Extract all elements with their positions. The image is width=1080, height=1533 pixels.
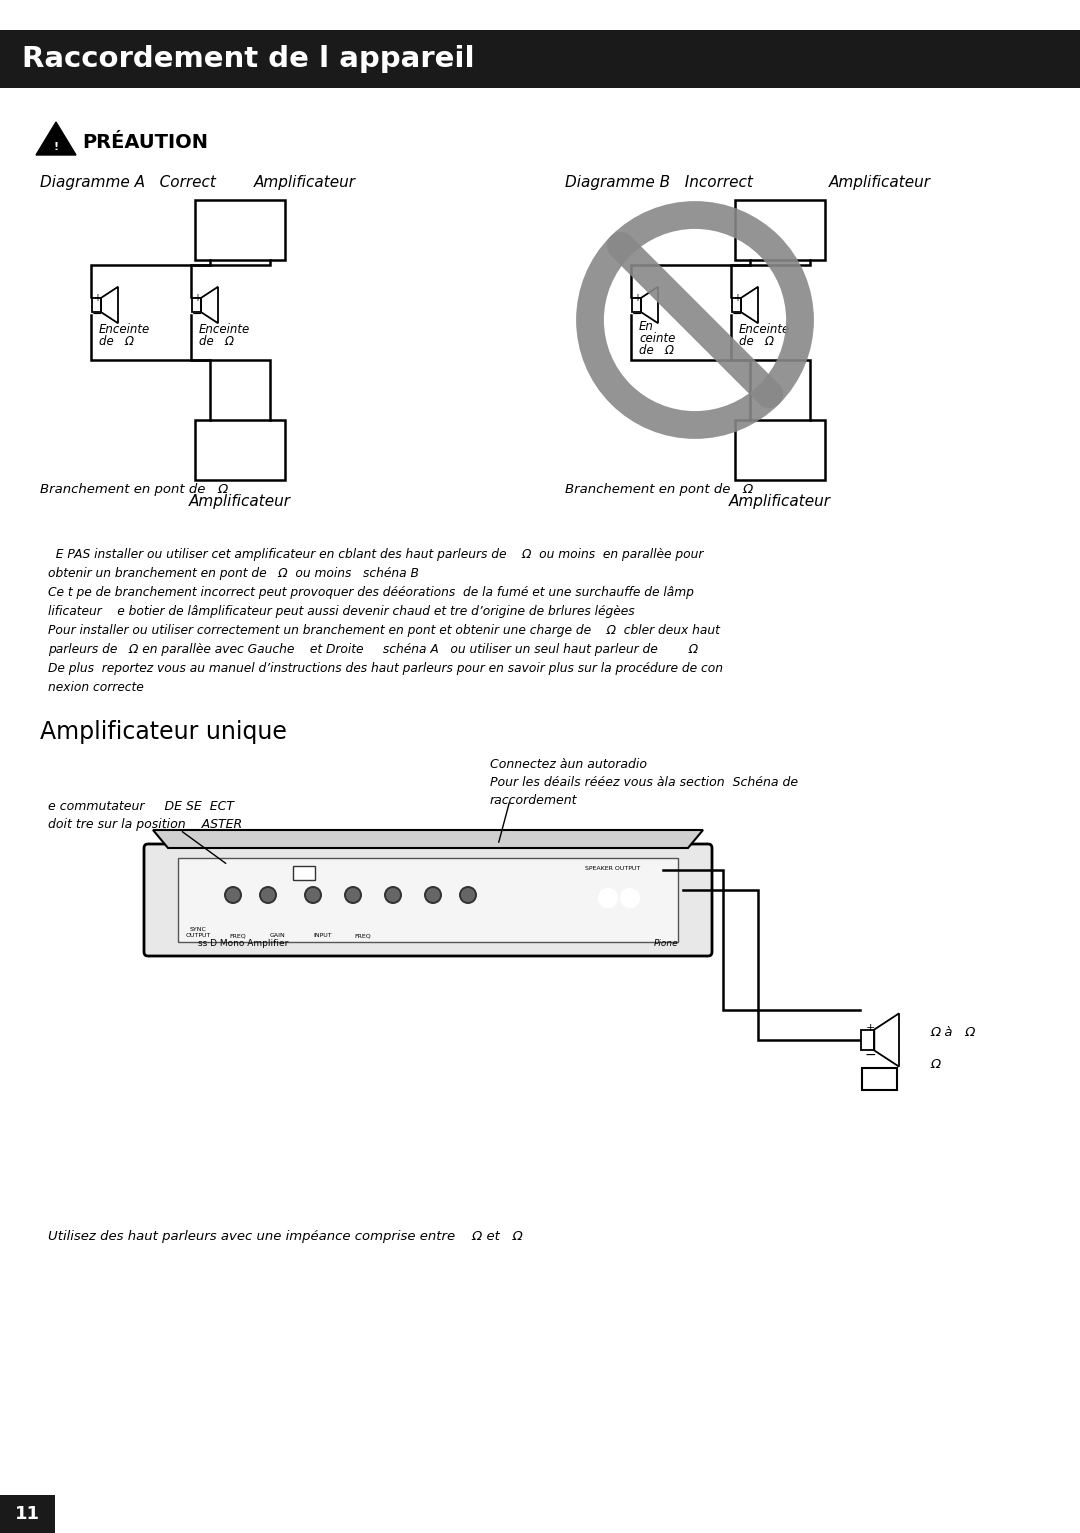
- Text: Pour installer ou utiliser correctement un branchement en pont et obtenir une ch: Pour installer ou utiliser correctement …: [48, 624, 720, 638]
- Circle shape: [259, 886, 276, 904]
- Text: ceinte: ceinte: [639, 333, 675, 345]
- Text: de   Ω: de Ω: [639, 343, 674, 357]
- Text: −: −: [192, 308, 202, 320]
- Circle shape: [303, 886, 322, 904]
- Text: doit tre sur la position    ASTER: doit tre sur la position ASTER: [48, 819, 242, 831]
- Bar: [195, 199, 285, 261]
- Bar: [192, 297, 201, 313]
- Text: !: !: [53, 143, 58, 152]
- Text: Branchement en pont de   Ω: Branchement en pont de Ω: [565, 483, 753, 497]
- Text: Amplificateur: Amplificateur: [829, 175, 931, 190]
- Text: +: +: [633, 293, 642, 304]
- Text: 11: 11: [14, 1505, 40, 1522]
- Polygon shape: [153, 829, 703, 848]
- Text: +: +: [865, 1023, 875, 1033]
- Bar: [862, 1069, 897, 1090]
- Text: −: −: [864, 1049, 876, 1062]
- Bar: [195, 420, 285, 480]
- Text: GAIN: GAIN: [270, 934, 286, 938]
- Text: Ω: Ω: [930, 1058, 940, 1072]
- Circle shape: [461, 888, 475, 901]
- Circle shape: [261, 888, 275, 901]
- Text: Enceinte: Enceinte: [199, 323, 251, 336]
- Text: +: +: [93, 293, 102, 304]
- Circle shape: [345, 886, 362, 904]
- Text: Raccordement de l appareil: Raccordement de l appareil: [22, 44, 474, 74]
- Text: Ω à   Ω: Ω à Ω: [930, 1026, 975, 1038]
- Text: −: −: [632, 308, 643, 320]
- Text: FREQ: FREQ: [230, 934, 246, 938]
- Text: SPEAKER OUTPUT: SPEAKER OUTPUT: [585, 866, 640, 871]
- Text: −: −: [732, 308, 742, 320]
- Text: Enceinte: Enceinte: [739, 323, 791, 336]
- Circle shape: [426, 888, 440, 901]
- FancyBboxPatch shape: [144, 845, 712, 957]
- Polygon shape: [201, 287, 218, 323]
- Text: Pour les déails rééez vous àla section  Schéna de: Pour les déails rééez vous àla section S…: [490, 776, 798, 789]
- Bar: [735, 420, 825, 480]
- Circle shape: [599, 889, 617, 908]
- Bar: [92, 297, 102, 313]
- Bar: [293, 866, 315, 880]
- Text: Diagramme B   Incorrect: Diagramme B Incorrect: [565, 175, 753, 190]
- Text: Utilisez des haut parleurs avec une impéance comprise entre    Ω et   Ω: Utilisez des haut parleurs avec une impé…: [48, 1229, 523, 1243]
- Circle shape: [386, 888, 400, 901]
- Text: Amplificateur: Amplificateur: [729, 494, 831, 509]
- Text: +: +: [193, 293, 201, 304]
- Text: En: En: [639, 320, 653, 333]
- Bar: [0, 31, 1080, 87]
- Text: ss D Mono Amplifier: ss D Mono Amplifier: [198, 940, 288, 947]
- Circle shape: [459, 886, 477, 904]
- Circle shape: [621, 889, 639, 908]
- Text: PRÉAUTION: PRÉAUTION: [82, 132, 208, 152]
- Text: e commutateur     DE SE  ECT: e commutateur DE SE ECT: [48, 800, 234, 812]
- Text: Ce t pe de branchement incorrect peut provoquer des dééorations  de la fumé et u: Ce t pe de branchement incorrect peut pr…: [48, 586, 693, 599]
- Text: parleurs de   Ω en parallèe avec Gauche    et Droite     schéna A   ou utiliser : parleurs de Ω en parallèe avec Gauche et…: [48, 642, 698, 656]
- Bar: [735, 199, 825, 261]
- Circle shape: [226, 888, 240, 901]
- Text: −: −: [92, 308, 103, 320]
- Polygon shape: [875, 1013, 899, 1067]
- Text: SYNC
OUTPUT: SYNC OUTPUT: [186, 927, 211, 938]
- Text: Amplificateur: Amplificateur: [189, 494, 291, 509]
- Text: De plus  reportez vous au manuel d’instructions des haut parleurs pour en savoir: De plus reportez vous au manuel d’instru…: [48, 662, 723, 675]
- Polygon shape: [741, 287, 758, 323]
- Text: Diagramme A   Correct: Diagramme A Correct: [40, 175, 216, 190]
- Circle shape: [384, 886, 402, 904]
- Circle shape: [306, 888, 320, 901]
- Text: INPUT: INPUT: [313, 934, 333, 938]
- Circle shape: [424, 886, 442, 904]
- Polygon shape: [642, 287, 658, 323]
- Text: Connectez àun autoradio: Connectez àun autoradio: [490, 757, 647, 771]
- Text: obtenir un branchement en pont de   Ω  ou moins   schéna B: obtenir un branchement en pont de Ω ou m…: [48, 567, 419, 579]
- Polygon shape: [36, 123, 76, 155]
- Polygon shape: [102, 287, 118, 323]
- Text: E PAS installer ou utiliser cet amplificateur en cblant des haut parleurs de    : E PAS installer ou utiliser cet amplific…: [48, 547, 703, 561]
- Text: nexion correcte: nexion correcte: [48, 681, 144, 694]
- Text: Amplificateur unique: Amplificateur unique: [40, 721, 287, 744]
- Text: de   Ω: de Ω: [99, 336, 134, 348]
- Text: Amplificateur: Amplificateur: [254, 175, 356, 190]
- Circle shape: [346, 888, 360, 901]
- Bar: [0, 1495, 55, 1533]
- Text: Pione: Pione: [653, 940, 678, 947]
- Text: Enceinte: Enceinte: [99, 323, 150, 336]
- Bar: [632, 297, 642, 313]
- Bar: [861, 1030, 875, 1050]
- Text: Branchement en pont de   Ω: Branchement en pont de Ω: [40, 483, 228, 497]
- Text: de   Ω: de Ω: [739, 336, 774, 348]
- Text: +: +: [733, 293, 741, 304]
- Text: raccordement: raccordement: [490, 794, 578, 806]
- Circle shape: [224, 886, 242, 904]
- Text: FREQ: FREQ: [354, 934, 372, 938]
- Bar: [178, 858, 678, 941]
- Text: de   Ω: de Ω: [199, 336, 234, 348]
- Text: lificateur    e botier de lâmplificateur peut aussi devenir chaud et tre d’origi: lificateur e botier de lâmplificateur pe…: [48, 606, 635, 618]
- Bar: [732, 297, 741, 313]
